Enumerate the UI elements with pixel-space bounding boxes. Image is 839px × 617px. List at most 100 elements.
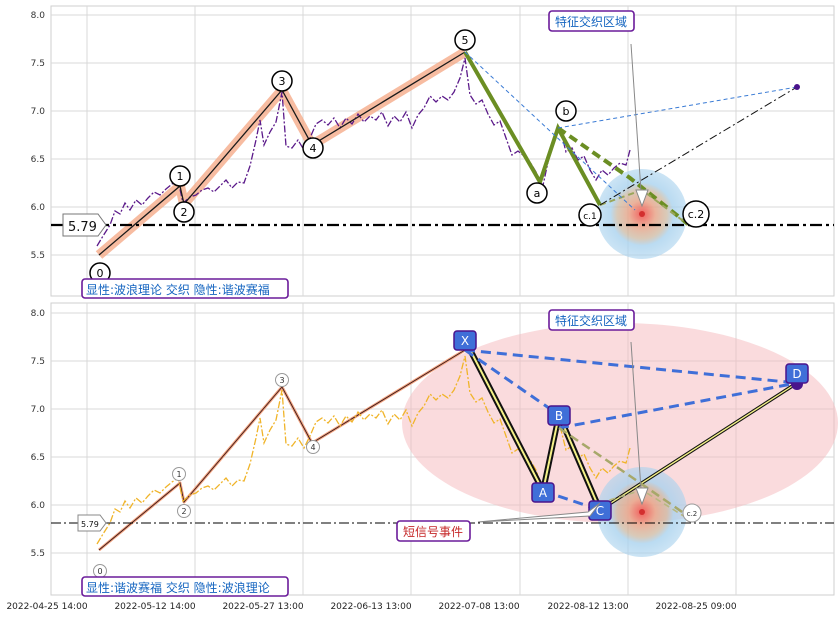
bottom-ytick-label: 6.5 — [31, 453, 45, 463]
bottom-wave-marker-label: 4 — [310, 443, 315, 452]
top-projection-line — [464, 51, 636, 211]
top-plot-frame — [50, 5, 835, 297]
bottom-harmonic-bd — [558, 381, 798, 430]
bottom-ytick-label: 7.5 — [31, 357, 45, 367]
bottom-target-center — [639, 509, 645, 515]
bottom-harmonic-xd — [464, 348, 798, 385]
bottom-signal-label: 短信号事件 — [403, 525, 463, 539]
top-zone-pointer — [630, 43, 643, 207]
bottom-ytick-label: 6.0 — [31, 501, 46, 511]
top-zone-label: 特征交织区域 — [555, 14, 627, 29]
bottom-harmonic-marker — [547, 405, 571, 426]
top-projection-point — [794, 84, 800, 90]
bottom-harmonic-marker-label: D — [792, 367, 801, 381]
bottom-harmonic-marker — [531, 482, 555, 503]
bottom-wave-marker-label: 1 — [176, 470, 181, 479]
bottom-wave-marker — [177, 504, 191, 518]
bottom-wave-marker — [172, 467, 186, 481]
bottom-wave-markers: 0 1 2 3 4 c.2 — [93, 373, 702, 578]
bottom-harmonic-marker-label: C — [596, 504, 604, 518]
top-wave-marker-label: c.2 — [688, 208, 705, 221]
bottom-abc-faded — [558, 426, 689, 518]
bottom-harmonic-cd — [599, 382, 798, 511]
xtick-label: 2022-05-27 13:00 — [222, 602, 303, 612]
bottom-wave-marker-label: 3 — [279, 376, 284, 385]
bottom-zone-label: 特征交织区域 — [555, 313, 627, 328]
bottom-reference-label: 5.79 — [81, 520, 99, 529]
top-wave-line — [98, 51, 466, 256]
top-gridlines — [51, 6, 834, 296]
top-projection-line — [557, 86, 798, 129]
top-wave-marker — [169, 165, 191, 187]
top-wave-marker — [173, 201, 195, 223]
top-wave-marker-label: 4 — [310, 142, 317, 155]
bottom-harmonic-marker — [785, 363, 809, 384]
top-abc-line — [463, 51, 602, 206]
bottom-caption: 显性:谐波赛福 交织 隐性:波浪理论 — [86, 580, 270, 595]
bottom-ytick-label: 7.0 — [31, 405, 46, 415]
top-wave-marker-label: 5 — [462, 34, 469, 47]
top-y-axis: 8.0 7.5 7.0 6.5 6.0 5.5 — [31, 11, 46, 261]
bottom-ytick-label: 8.0 — [31, 309, 46, 319]
xtick-label: 2022-05-12 14:00 — [114, 602, 195, 612]
top-wave-marker — [555, 100, 577, 122]
bottom-harmonic-marker-label: B — [555, 409, 563, 423]
top-wave-marker — [526, 182, 548, 204]
bottom-reference-tag — [77, 514, 107, 532]
bottom-wave-marker-label: c.2 — [687, 510, 698, 518]
top-ytick-label: 7.0 — [31, 107, 46, 117]
bottom-harmonic-marker — [588, 500, 612, 521]
xtick-label: 2022-08-25 09:00 — [655, 602, 736, 612]
bottom-wave-marker — [306, 440, 320, 454]
top-ytick-label: 7.5 — [31, 59, 45, 69]
bottom-zone-label-box — [548, 309, 635, 331]
top-ytick-label: 8.0 — [31, 11, 46, 21]
bottom-wave-marker-label: 0 — [97, 567, 102, 576]
top-wave-marker-label: b — [563, 105, 570, 118]
bottom-zone-pointer-arrow — [635, 487, 649, 506]
bottom-pattern-zone — [402, 323, 838, 523]
bottom-caption-box — [81, 576, 289, 597]
bottom-wave-marker — [682, 503, 702, 523]
top-ytick-label: 5.5 — [31, 251, 45, 261]
top-wave-markers: 0 1 2 3 4 5 a b c.1 c.2 — [89, 29, 710, 284]
bottom-harmonic-marker — [453, 330, 477, 351]
xtick-label: 2022-04-25 14:00 — [6, 602, 87, 612]
top-wave-marker — [682, 200, 710, 228]
x-axis: 2022-04-25 14:00 2022-05-12 14:00 2022-0… — [6, 602, 736, 612]
top-wave-marker — [271, 70, 293, 92]
top-ytick-label: 6.0 — [31, 203, 46, 213]
top-wave-marker — [302, 137, 324, 159]
top-ytick-label: 6.5 — [31, 155, 45, 165]
top-abc-dashed — [556, 126, 690, 226]
bottom-zone-pointer — [630, 341, 643, 505]
bottom-wave-line — [98, 349, 466, 551]
top-wave-marker — [578, 203, 602, 227]
top-wave-marker-label: 1 — [177, 170, 184, 183]
top-panel: 8.0 7.5 7.0 6.5 6.0 5.5 5.79 — [31, 5, 835, 299]
top-target-center — [639, 211, 645, 217]
bottom-signal-label-box — [396, 520, 471, 542]
top-zone-pointer-arrow — [635, 189, 649, 208]
bottom-wave-marker-label: 2 — [181, 507, 186, 516]
xtick-label: 2022-06-13 13:00 — [330, 602, 411, 612]
bottom-harmonic-line — [464, 339, 601, 511]
xtick-label: 2022-07-08 13:00 — [438, 602, 519, 612]
bottom-harmonic-marker-label: A — [539, 486, 548, 500]
bottom-y-axis: 8.0 7.5 7.0 6.5 6.0 5.5 — [31, 309, 46, 559]
xtick-label: 2022-08-12 13:00 — [547, 602, 628, 612]
top-projection-line — [599, 86, 798, 206]
top-caption: 显性:波浪理论 交织 隐性:谐波赛福 — [86, 282, 270, 297]
top-caption-box — [81, 278, 289, 299]
bottom-wave-marker — [275, 373, 289, 387]
top-wave-marker-label: 2 — [181, 206, 188, 219]
top-reference-tag — [62, 213, 107, 237]
top-zone-label-box — [548, 10, 635, 32]
top-wave-marker-label: 3 — [279, 75, 286, 88]
bottom-ytick-label: 5.5 — [31, 549, 45, 559]
top-wave-marker-label: c.1 — [583, 212, 597, 222]
bottom-harmonic-xb — [464, 348, 560, 417]
top-wave-marker-label: 0 — [97, 267, 104, 280]
bottom-panel: 8.0 7.5 7.0 6.5 6.0 5.5 5.79 — [31, 302, 838, 597]
